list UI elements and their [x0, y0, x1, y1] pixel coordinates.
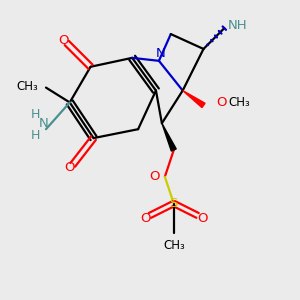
Text: CH₃: CH₃ [163, 238, 185, 252]
Text: O: O [216, 96, 226, 109]
Text: O: O [149, 170, 160, 183]
Text: O: O [64, 161, 75, 174]
Text: N: N [155, 47, 165, 60]
Text: N: N [39, 117, 49, 130]
Text: O: O [58, 34, 69, 46]
Text: O: O [140, 212, 151, 225]
Text: S: S [169, 197, 178, 210]
Polygon shape [183, 91, 205, 108]
Text: CH₃: CH₃ [228, 96, 250, 109]
Text: O: O [197, 212, 207, 225]
Text: NH: NH [228, 19, 248, 32]
Text: CH₃: CH₃ [17, 80, 38, 93]
Text: H: H [31, 129, 40, 142]
Polygon shape [162, 123, 176, 151]
Text: H: H [31, 108, 40, 121]
